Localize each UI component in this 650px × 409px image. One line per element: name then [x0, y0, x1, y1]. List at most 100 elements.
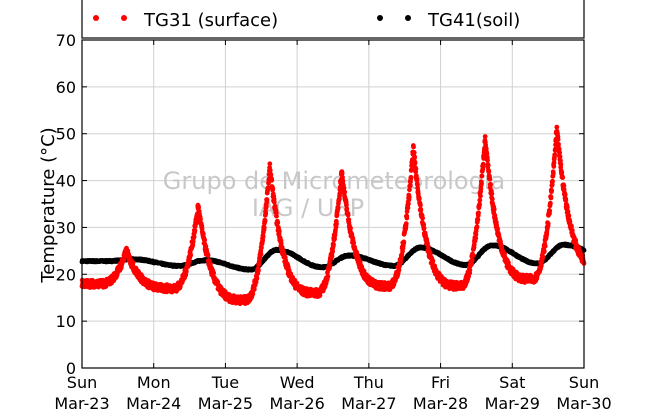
data-point [193, 219, 199, 225]
x-tick-label-date: Mar-24 [126, 394, 181, 409]
x-tick-label-date: Mar-27 [341, 394, 396, 409]
x-tick-label-weekday: Sun [569, 373, 599, 392]
data-point [540, 254, 546, 260]
data-point [412, 160, 418, 166]
data-point [560, 175, 566, 181]
x-tick-label-weekday: Fri [431, 373, 450, 392]
data-point [337, 191, 343, 197]
data-point [495, 226, 501, 232]
x-tick-label-date: Mar-28 [413, 394, 468, 409]
watermark-line-1: Grupo de Micrometeorologia [163, 167, 505, 195]
x-tick-label-weekday: Tue [211, 373, 239, 392]
data-point [549, 188, 555, 193]
data-point [263, 211, 269, 216]
data-point [547, 200, 553, 206]
y-tick-label: 10 [56, 312, 76, 331]
data-point [561, 183, 567, 189]
data-point [563, 197, 569, 203]
data-point [489, 191, 495, 197]
data-point [341, 185, 347, 191]
data-point [270, 186, 276, 192]
data-point [186, 258, 192, 264]
data-point [547, 208, 553, 214]
data-point [196, 205, 202, 211]
data-point [478, 193, 483, 199]
data-point [335, 205, 341, 211]
data-point [556, 141, 561, 147]
data-point [261, 225, 267, 231]
data-point [405, 201, 411, 207]
data-point [557, 150, 563, 156]
plot-frame [81, 39, 585, 369]
data-point [344, 202, 349, 208]
data-point [269, 177, 275, 183]
data-point [538, 263, 544, 269]
data-point [477, 197, 483, 203]
legend-marker-soil-2 [405, 15, 411, 21]
data-point [406, 194, 412, 200]
data-point [566, 213, 572, 219]
data-point [477, 201, 482, 207]
data-point [325, 273, 331, 279]
data-point [486, 169, 492, 175]
x-tick-label-date: Mar-25 [198, 394, 253, 409]
data-point [485, 157, 490, 163]
data-point [418, 207, 424, 213]
data-point [421, 225, 427, 231]
data-point [278, 240, 284, 246]
data-point [479, 181, 484, 187]
x-axis: Sun Mar-23 Mon Mar-24 Tue Mar-25 Wed Mar-26 Thu M… [54, 40, 612, 409]
data-point [550, 178, 555, 184]
data-point [474, 224, 480, 230]
data-point [262, 218, 268, 224]
data-point [480, 161, 486, 167]
y-tick-label: 20 [56, 265, 76, 284]
data-point [413, 166, 419, 172]
data-point [342, 189, 348, 195]
data-point [192, 228, 198, 233]
data-point [250, 291, 256, 297]
data-point [274, 213, 279, 219]
data-point [340, 178, 346, 184]
y-tick-label: 0 [66, 359, 76, 378]
data-point [408, 167, 414, 173]
data-point [264, 197, 270, 203]
data-point [396, 267, 402, 273]
y-tick-label: 70 [56, 31, 76, 50]
data-point [569, 224, 574, 229]
data-point [425, 243, 431, 249]
data-point [345, 212, 351, 218]
data-point [408, 174, 414, 180]
data-point [416, 196, 422, 202]
x-tick-label-date: Mar-29 [485, 394, 540, 409]
data-point [401, 239, 407, 245]
data-point [329, 253, 335, 259]
legend-label-soil: TG41(soil) [427, 10, 520, 31]
data-point [183, 268, 189, 274]
data-point [251, 287, 257, 292]
data-point [491, 207, 497, 212]
data-point [339, 171, 345, 177]
data-point [473, 235, 479, 241]
data-point [202, 237, 208, 243]
data-point [268, 172, 274, 178]
data-point [557, 154, 563, 160]
data-point [403, 221, 409, 226]
data-point [550, 170, 556, 176]
data-point [545, 221, 551, 227]
data-point [554, 124, 560, 130]
y-axis-label: Temperature (°C) [38, 127, 59, 283]
data-point [405, 205, 411, 211]
data-point [469, 257, 475, 263]
legend-box [81, 0, 585, 39]
data-point [191, 234, 197, 240]
data-point [411, 144, 416, 150]
y-axis: 0 10 20 30 40 50 60 70 [56, 31, 584, 378]
x-tick-label-weekday: Wed [280, 373, 315, 392]
data-point [260, 234, 266, 240]
data-point [276, 229, 282, 234]
data-point [198, 216, 203, 222]
x-tick-label-weekday: Sat [499, 373, 525, 392]
data-point [334, 221, 339, 227]
legend-marker-surface-2 [121, 15, 127, 21]
